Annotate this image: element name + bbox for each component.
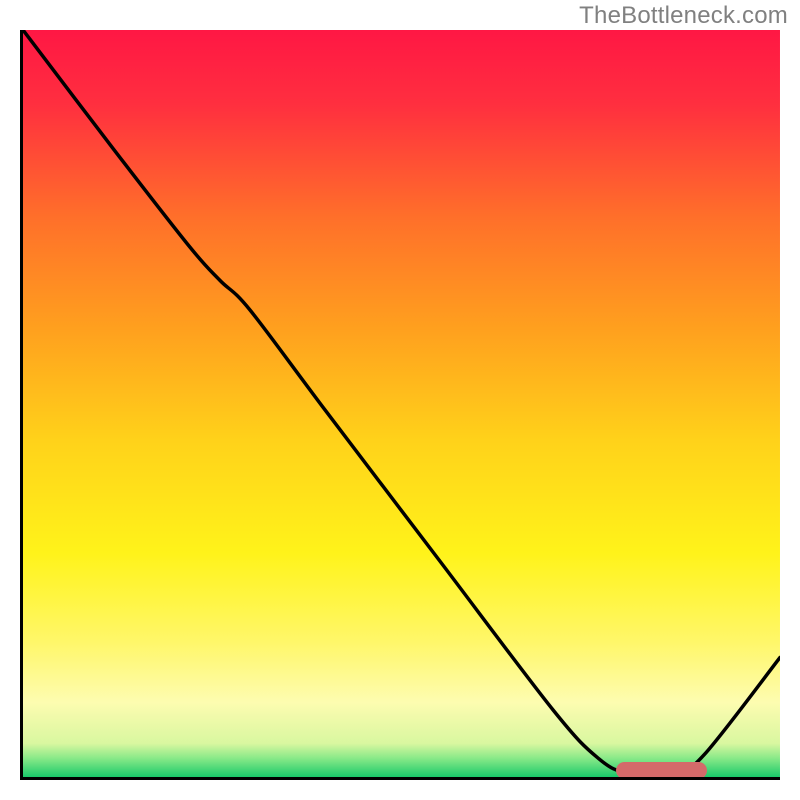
bottleneck-chart: TheBottleneck.com (0, 0, 800, 800)
optimal-range-marker (616, 762, 707, 779)
bottleneck-curve (23, 30, 780, 775)
watermark-text: TheBottleneck.com (579, 2, 788, 30)
curve-layer (23, 30, 780, 777)
plot-area (20, 30, 780, 780)
